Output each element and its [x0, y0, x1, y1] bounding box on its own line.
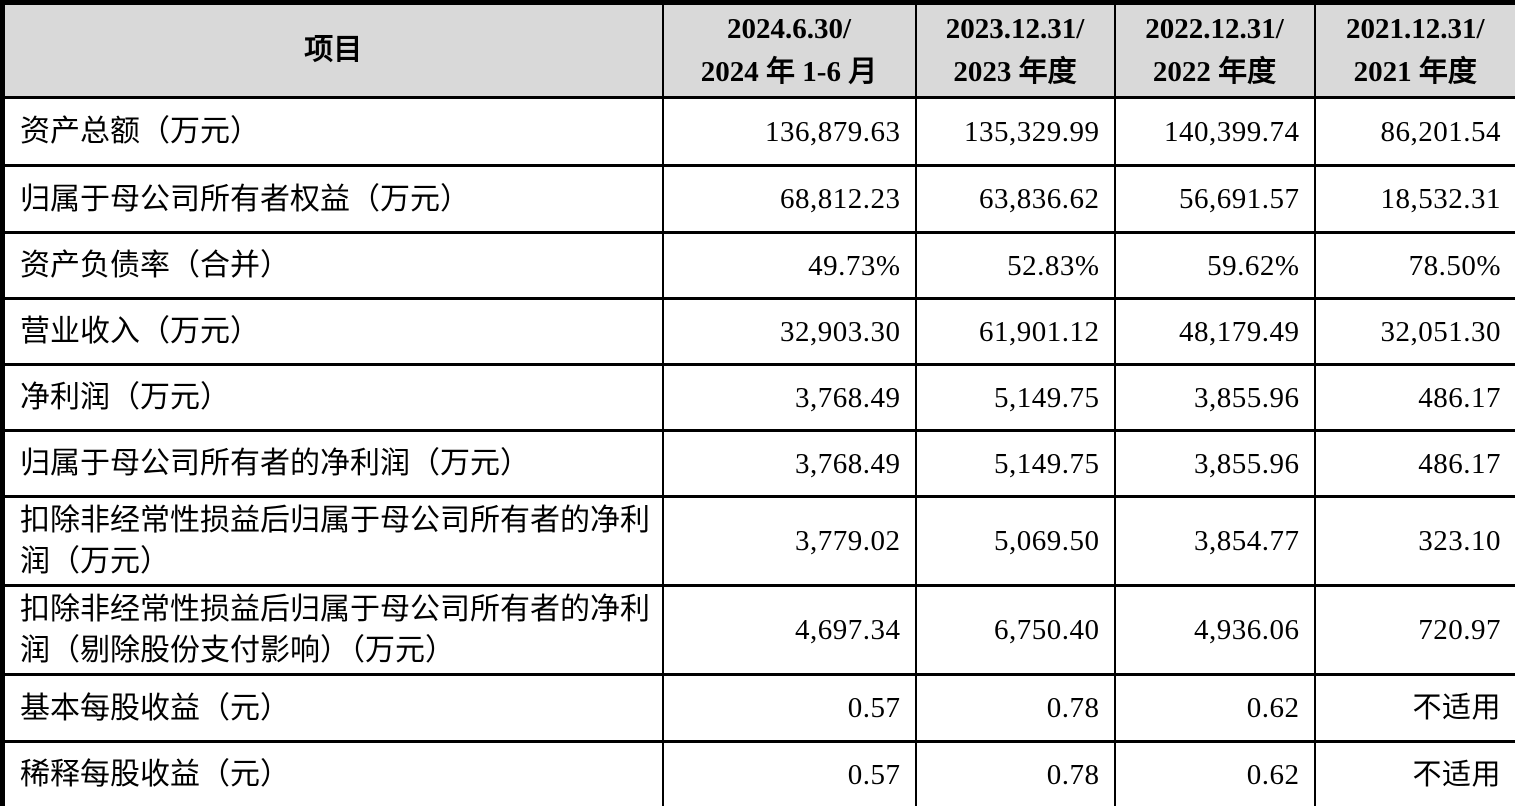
- cell-value: 32,051.30: [1313, 297, 1515, 366]
- period-date-line: 2023.12.31/: [945, 12, 1085, 45]
- table-row-deducted-net-profit-ex-sbc: 扣除非经常性损益后归属于母公司所有者的净利润（剔除股份支付影响）（万元） 4,6…: [1, 584, 1515, 676]
- table-row-net-profit: 净利润（万元） 3,768.49 5,149.75 3,855.96 486.1…: [1, 363, 1515, 432]
- column-header-period-2024h1: 2024.6.30/ 2024 年 1-6 月: [661, 1, 917, 99]
- cell-value: 3,855.96: [1113, 363, 1316, 432]
- row-label: 扣除非经常性损益后归属于母公司所有者的净利润（万元）: [1, 495, 664, 587]
- cell-value: 78.50%: [1313, 231, 1515, 300]
- cell-value: 720.97: [1313, 584, 1515, 676]
- row-label: 归属于母公司所有者权益（万元）: [1, 164, 664, 234]
- row-label: 营业收入（万元）: [1, 297, 664, 366]
- cell-value: 48,179.49: [1113, 297, 1316, 366]
- cell-value: 3,855.96: [1113, 429, 1316, 498]
- row-label: 资产总额（万元）: [1, 96, 664, 167]
- column-header-period-2021: 2021.12.31/ 2021 年度: [1313, 1, 1515, 99]
- cell-value: 不适用: [1313, 673, 1515, 743]
- period-date-line: 2024.6.30/: [726, 12, 852, 45]
- cell-value: 61,901.12: [914, 297, 1116, 366]
- cell-value: 68,812.23: [661, 164, 917, 234]
- period-range-line: 2021 年度: [1353, 55, 1477, 88]
- cell-value: 135,329.99: [914, 96, 1116, 167]
- cell-value: 63,836.62: [914, 164, 1116, 234]
- row-label: 扣除非经常性损益后归属于母公司所有者的净利润（剔除股份支付影响）（万元）: [1, 584, 664, 676]
- table-row-diluted-eps: 稀释每股收益（元） 0.57 0.78 0.62 不适用: [1, 740, 1515, 806]
- column-header-item: 项目: [1, 1, 664, 99]
- table-row-basic-eps: 基本每股收益（元） 0.57 0.78 0.62 不适用: [1, 673, 1515, 743]
- row-label: 归属于母公司所有者的净利润（万元）: [1, 429, 664, 498]
- cell-value: 86,201.54: [1313, 96, 1515, 167]
- cell-value: 136,879.63: [661, 96, 917, 167]
- row-label: 净利润（万元）: [1, 363, 664, 432]
- column-header-period-2023: 2023.12.31/ 2023 年度: [914, 1, 1116, 99]
- cell-value: 4,697.34: [661, 584, 917, 676]
- cell-value: 0.78: [914, 740, 1116, 806]
- period-date-line: 2021.12.31/: [1345, 12, 1485, 45]
- cell-value: 3,779.02: [661, 495, 917, 587]
- cell-value: 0.62: [1113, 740, 1316, 806]
- cell-value: 59.62%: [1113, 231, 1316, 300]
- table-row-deducted-net-profit: 扣除非经常性损益后归属于母公司所有者的净利润（万元） 3,779.02 5,06…: [1, 495, 1515, 587]
- cell-value: 5,149.75: [914, 363, 1116, 432]
- period-range-line: 2023 年度: [953, 55, 1077, 88]
- table-header-row: 项目 2024.6.30/ 2024 年 1-6 月 2023.12.31/ 2…: [1, 1, 1515, 99]
- cell-value: 5,069.50: [914, 495, 1116, 587]
- table-row-revenue: 营业收入（万元） 32,903.30 61,901.12 48,179.49 3…: [1, 297, 1515, 366]
- table-row-debt-ratio: 资产负债率（合并） 49.73% 52.83% 59.62% 78.50%: [1, 231, 1515, 300]
- row-label: 稀释每股收益（元）: [1, 740, 664, 806]
- column-header-item-label: 项目: [304, 34, 363, 66]
- row-label: 基本每股收益（元）: [1, 673, 664, 743]
- cell-value: 486.17: [1313, 363, 1515, 432]
- cell-value: 52.83%: [914, 231, 1116, 300]
- cell-value: 3,768.49: [661, 429, 917, 498]
- table-row-total-assets: 资产总额（万元） 136,879.63 135,329.99 140,399.7…: [1, 96, 1515, 167]
- table-row-parent-net-profit: 归属于母公司所有者的净利润（万元） 3,768.49 5,149.75 3,85…: [1, 429, 1515, 498]
- cell-value: 486.17: [1313, 429, 1515, 498]
- cell-value: 不适用: [1313, 740, 1515, 806]
- cell-value: 18,532.31: [1313, 164, 1515, 234]
- period-range-line: 2024 年 1-6 月: [700, 55, 878, 88]
- cell-value: 0.78: [914, 673, 1116, 743]
- column-header-period-2022: 2022.12.31/ 2022 年度: [1113, 1, 1316, 99]
- cell-value: 6,750.40: [914, 584, 1116, 676]
- cell-value: 0.62: [1113, 673, 1316, 743]
- cell-value: 140,399.74: [1113, 96, 1316, 167]
- cell-value: 49.73%: [661, 231, 917, 300]
- cell-value: 0.57: [661, 673, 917, 743]
- cell-value: 0.57: [661, 740, 917, 806]
- cell-value: 3,768.49: [661, 363, 917, 432]
- cell-value: 32,903.30: [661, 297, 917, 366]
- period-date-line: 2022.12.31/: [1145, 12, 1284, 45]
- cell-value: 56,691.57: [1113, 164, 1316, 234]
- row-label: 资产负债率（合并）: [1, 231, 664, 300]
- period-range-line: 2022 年度: [1152, 55, 1277, 88]
- cell-value: 323.10: [1313, 495, 1515, 587]
- cell-value: 5,149.75: [914, 429, 1116, 498]
- cell-value: 4,936.06: [1113, 584, 1316, 676]
- cell-value: 3,854.77: [1113, 495, 1316, 587]
- table-row-parent-equity: 归属于母公司所有者权益（万元） 68,812.23 63,836.62 56,6…: [1, 164, 1515, 234]
